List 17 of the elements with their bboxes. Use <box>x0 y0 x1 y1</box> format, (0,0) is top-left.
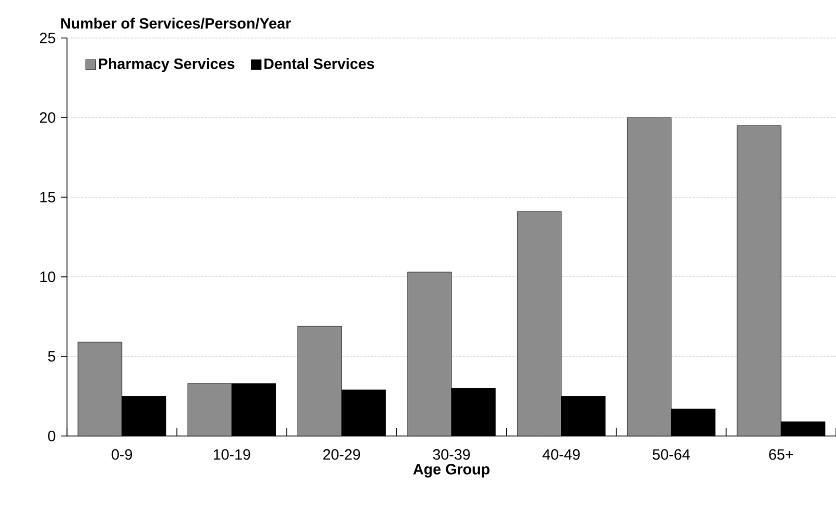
x-tick-label: 50-64 <box>652 449 690 460</box>
y-tick-label: 25 <box>40 32 56 44</box>
y-tick-label: 0 <box>48 430 56 442</box>
x-tick-label: 65+ <box>769 449 793 460</box>
x-tick-label: 40-49 <box>542 449 580 460</box>
x-tick-label: 0-9 <box>112 449 132 460</box>
x-tick-label: 10-19 <box>214 449 250 460</box>
y-tick-label: 20 <box>40 112 56 123</box>
x-tick-label: 20-29 <box>323 449 360 460</box>
y-tick-label: 5 <box>48 351 56 362</box>
legend-label: Dental Services <box>264 58 374 70</box>
legend-label: Pharmacy Services <box>98 58 234 72</box>
x-axis-title: Age Group <box>413 464 490 478</box>
y-tick-label: 10 <box>40 272 56 282</box>
x-tick-label: 30-39 <box>432 449 470 460</box>
y-tick-label: 15 <box>40 192 56 202</box>
y-axis-title: Number of Services/Person/Year <box>61 18 291 29</box>
